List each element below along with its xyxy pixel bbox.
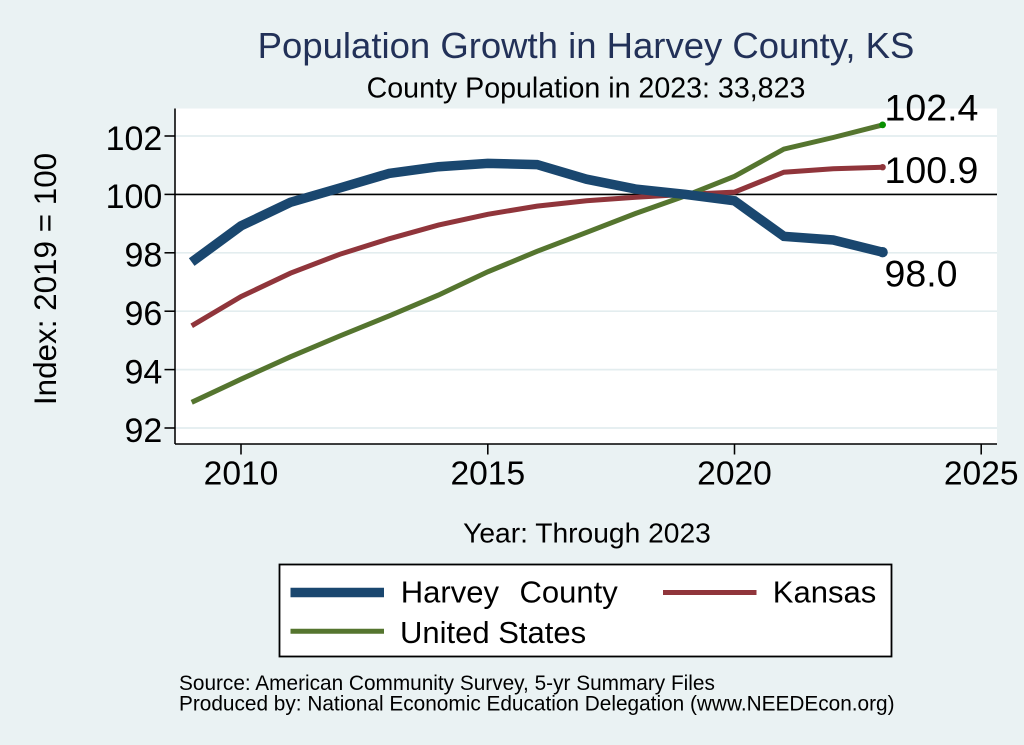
svg-text:2015: 2015 — [450, 455, 525, 492]
svg-text:Index: 2019 = 100: Index: 2019 = 100 — [28, 153, 63, 405]
svg-text:2025: 2025 — [944, 455, 1019, 492]
svg-text:100: 100 — [106, 178, 163, 216]
svg-text:2010: 2010 — [204, 455, 279, 492]
svg-text:United States: United States — [400, 615, 586, 650]
svg-text:92: 92 — [124, 412, 162, 450]
svg-text:102: 102 — [106, 120, 163, 158]
svg-text:Source: American Community Sur: Source: American Community Survey, 5-yr … — [179, 672, 715, 695]
svg-text:98.0: 98.0 — [885, 252, 958, 294]
svg-text:98: 98 — [124, 237, 162, 275]
svg-text:Harvey: Harvey — [401, 575, 500, 610]
svg-text:100.9: 100.9 — [885, 149, 979, 191]
svg-text:102.4: 102.4 — [885, 86, 979, 128]
svg-text:County Population in 2023: 33,: County Population in 2023: 33,823 — [367, 72, 806, 104]
svg-text:2020: 2020 — [697, 455, 772, 492]
svg-text:Population Growth in Harvey Co: Population Growth in Harvey County, KS — [258, 25, 915, 66]
svg-text:Year: Through 2023: Year: Through 2023 — [463, 517, 711, 549]
svg-text:County: County — [520, 575, 619, 610]
svg-text:Kansas: Kansas — [773, 575, 876, 610]
svg-text:Produced by: National Economic: Produced by: National Economic Education… — [179, 692, 895, 715]
svg-text:94: 94 — [124, 353, 162, 391]
svg-text:96: 96 — [124, 295, 162, 333]
